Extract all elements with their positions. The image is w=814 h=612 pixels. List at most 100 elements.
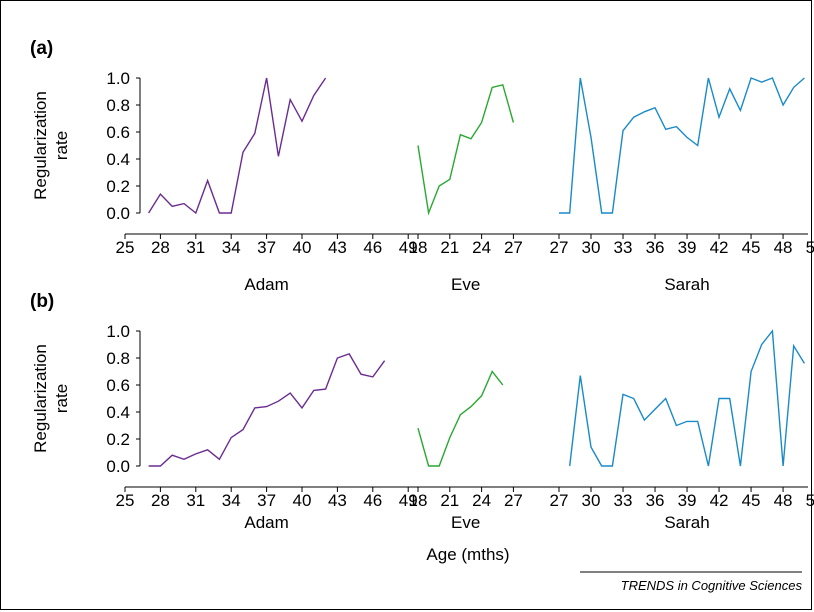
y-tick-label: 0.4 [106, 150, 130, 169]
y-tick-label: 1.0 [106, 322, 130, 341]
y-tick-label: 0.6 [106, 123, 130, 142]
data-point-adam [277, 155, 279, 157]
data-point-sarah [686, 420, 688, 422]
y-tick-label: 0.8 [106, 96, 130, 115]
series-line-eve [417, 370, 504, 467]
x-tick-label-sarah: 36 [646, 238, 665, 257]
data-point-adam [348, 353, 350, 355]
data-point-adam [242, 151, 244, 153]
data-point-adam [289, 392, 291, 394]
x-axis-title: Age (mths) [426, 545, 509, 564]
data-point-eve [512, 121, 514, 123]
data-point-eve [438, 465, 440, 467]
chart-panel-a: (a) Regularization rate 0.0 0.2 0.4 0.6 0.8 1.0 2… [30, 38, 814, 294]
data-point-sarah [665, 397, 667, 399]
data-point-sarah [611, 212, 613, 214]
x-tick-label-adam: 25 [116, 238, 135, 257]
panels: (a)Regularization rate0.00.20.40.60.81.02… [30, 38, 814, 532]
data-point-sarah [654, 107, 656, 109]
data-point-sarah [633, 397, 635, 399]
panel-label: (a) [30, 38, 53, 59]
data-point-sarah [686, 136, 688, 138]
data-point-sarah [579, 77, 581, 79]
data-point-sarah [569, 212, 571, 214]
series-line-sarah [559, 77, 805, 214]
data-point-sarah [590, 136, 592, 138]
x-tick-label-adam: 28 [151, 238, 170, 257]
y-tick-label: 0.4 [106, 403, 130, 422]
x-tick-label-adam: 37 [257, 238, 276, 257]
data-point-adam [206, 179, 208, 181]
series-line-eve [417, 83, 515, 216]
x-tick-label-adam: 46 [363, 238, 382, 257]
credit-text: TRENDS in Cognitive Sciences [621, 578, 803, 593]
data-point-sarah [697, 420, 699, 422]
x-tick-label-adam: 49 [399, 238, 418, 257]
data-point-adam [183, 458, 185, 460]
data-point-sarah [675, 125, 677, 127]
x-tick-label-sarah: 42 [710, 491, 729, 510]
data-point-sarah [675, 424, 677, 426]
x-tick-label-sarah: 39 [678, 238, 697, 257]
data-point-eve [480, 395, 482, 397]
data-point-eve [502, 84, 504, 86]
data-point-eve [438, 185, 440, 187]
data-point-sarah [739, 109, 741, 111]
data-point-sarah [782, 104, 784, 106]
data-point-adam [383, 360, 385, 362]
data-point-sarah [707, 465, 709, 467]
series-line-sarah [569, 329, 805, 467]
y-axis-title-line: Regularization [31, 91, 50, 200]
data-point-adam [301, 407, 303, 409]
data-point-sarah [654, 408, 656, 410]
data-point-sarah [633, 116, 635, 118]
data-point-sarah [803, 77, 805, 79]
panel-label: (b) [30, 291, 54, 312]
data-point-sarah [793, 345, 795, 347]
data-point-sarah [622, 393, 624, 395]
data-point-sarah [643, 111, 645, 113]
x-tick-label-adam: 49 [399, 491, 418, 510]
data-point-sarah [729, 88, 731, 90]
data-point-sarah [601, 465, 603, 467]
data-point-adam [324, 77, 326, 79]
data-point-sarah [771, 77, 773, 79]
data-point-adam [265, 405, 267, 407]
group-label-eve: Eve [451, 275, 480, 294]
data-point-adam [171, 454, 173, 456]
x-tick-label-eve: 24 [472, 238, 491, 257]
group-label-sarah: Sarah [664, 513, 709, 532]
data-point-adam [195, 453, 197, 455]
x-tick-label-eve: 21 [440, 491, 459, 510]
data-point-adam [372, 376, 374, 378]
x-tick-label-adam: 40 [293, 238, 312, 257]
data-point-adam [159, 193, 161, 195]
data-point-sarah [761, 81, 763, 83]
data-point-adam [301, 120, 303, 122]
y-tick-label: 0.6 [106, 376, 130, 395]
x-tick-label-eve: 27 [504, 238, 523, 257]
x-tick-label-sarah: 45 [742, 238, 761, 257]
data-point-sarah [697, 144, 699, 146]
series-line-adam [148, 353, 386, 467]
data-point-adam [265, 77, 267, 79]
data-point-sarah [718, 397, 720, 399]
data-point-eve [459, 134, 461, 136]
data-point-adam [218, 212, 220, 214]
y-axis-title-line: rate [52, 131, 71, 160]
data-point-adam [218, 458, 220, 460]
x-tick-label-sarah: 48 [774, 238, 793, 257]
data-point-sarah [665, 128, 667, 130]
chart-panel-b: (b) Regularization rate 0.0 0.2 0.4 0.6 0.8 1.0 2… [30, 291, 814, 532]
data-point-sarah [643, 419, 645, 421]
data-point-sarah [579, 374, 581, 376]
group-label-adam: Adam [244, 275, 288, 294]
y-tick-label: 1.0 [106, 69, 130, 88]
x-tick-label-sarah: 27 [550, 238, 569, 257]
data-point-eve [502, 384, 504, 386]
group-label-adam: Adam [244, 513, 288, 532]
data-point-adam [254, 407, 256, 409]
y-tick-label: 0.2 [106, 177, 130, 196]
y-tick-label: 0.2 [106, 430, 130, 449]
